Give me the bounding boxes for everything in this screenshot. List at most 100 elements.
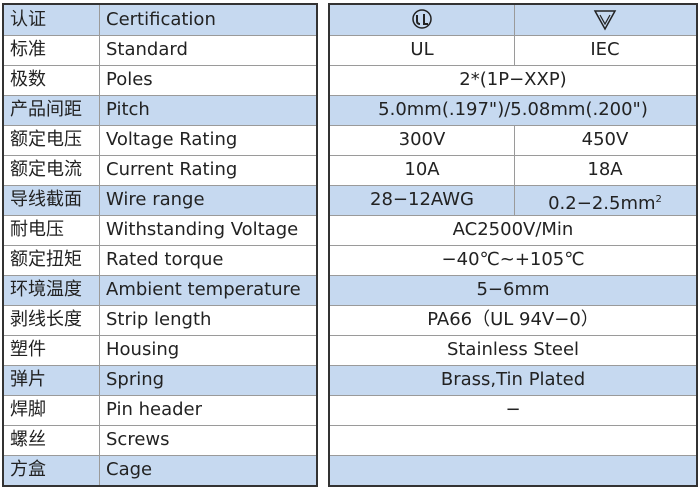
row-divider [330, 455, 696, 456]
label-zh: 额定电压 [10, 129, 82, 150]
label-zh: 方盒 [10, 459, 46, 480]
row-divider [330, 95, 696, 96]
row-highlight [4, 455, 316, 485]
label-zh: 额定扭矩 [10, 249, 82, 270]
row-divider [4, 335, 316, 336]
ul-logo [412, 9, 432, 29]
label-en: Standard [106, 39, 188, 60]
row-divider [330, 185, 696, 186]
label-en: Ambient temperature [106, 279, 301, 300]
row-divider [4, 65, 316, 66]
col-divider [514, 185, 515, 215]
value: −40℃~+105℃ [441, 249, 585, 270]
label-en: Voltage Rating [106, 129, 238, 150]
label-en: Spring [106, 369, 165, 390]
row-divider [330, 425, 696, 426]
col-divider [514, 35, 515, 65]
row-divider [330, 155, 696, 156]
label-zh: 认证 [10, 9, 46, 30]
row-divider [4, 305, 316, 306]
value: PA66（UL 94V−0） [427, 309, 599, 330]
row-divider [330, 125, 696, 126]
row-divider [4, 125, 316, 126]
row-divider [330, 305, 696, 306]
superscript: 2 [655, 194, 662, 205]
row-highlight [330, 5, 696, 35]
value-table: UL IEC 2*(1P−XXP) 5.0mm(.197")/5.08mm(.200"… [328, 3, 698, 487]
label-en: Housing [106, 339, 180, 360]
label-table: 认证 Certification 标准 Standard 极数 Poles 产品间距 Pitc… [2, 3, 318, 487]
row-highlight [4, 275, 316, 305]
row-highlight [4, 365, 316, 395]
ul-logo-box [402, 8, 442, 32]
row-divider [4, 185, 316, 186]
value: 300V [398, 129, 446, 150]
col-divider [514, 155, 515, 185]
row-highlight [330, 455, 696, 485]
value: 2*(1P−XXP) [459, 69, 567, 90]
row-divider [4, 425, 316, 426]
label-en: Current Rating [106, 159, 238, 180]
label-en: Withstanding Voltage [106, 219, 299, 240]
row-divider [4, 275, 316, 276]
value: IEC [590, 39, 620, 60]
value: − [505, 399, 521, 420]
label-zh: 导线截面 [10, 189, 82, 210]
row-divider [330, 275, 696, 276]
value: 450V [581, 129, 629, 150]
value: 5.0mm(.197")/5.08mm(.200") [378, 99, 648, 120]
label-en: Rated torque [106, 249, 224, 270]
label-zh: 标准 [10, 39, 46, 60]
row-divider [330, 395, 696, 396]
label-en: Wire range [106, 189, 205, 210]
vde-logo-box [585, 8, 625, 32]
label-zh: 塑件 [10, 339, 46, 360]
row-highlight [4, 95, 316, 125]
label-zh: 产品间距 [10, 99, 82, 120]
col-divider [514, 125, 515, 155]
label-zh: 剥线长度 [10, 309, 82, 330]
row-highlight [4, 185, 316, 215]
row-divider [330, 365, 696, 366]
row-divider [330, 65, 696, 66]
value: AC2500V/Min [452, 219, 574, 240]
value: Stainless Steel [446, 339, 580, 360]
row-divider [330, 35, 696, 36]
row-divider [330, 245, 696, 246]
value-text: 0.2−2.5mm [548, 193, 656, 214]
label-en: Screws [106, 429, 170, 450]
col-divider [99, 5, 100, 485]
value: Brass,Tin Plated [440, 369, 586, 390]
label-zh: 环境温度 [10, 279, 82, 300]
row-divider [4, 365, 316, 366]
row-divider [4, 95, 316, 96]
value: 28−12AWG [370, 189, 474, 210]
label-en: Pitch [106, 99, 150, 120]
label-en: Pin header [106, 399, 203, 420]
value: 0.2−2.5mm2 [514, 185, 696, 215]
value: UL [410, 39, 434, 60]
label-zh: 耐电压 [10, 219, 64, 240]
row-highlight [330, 185, 696, 215]
row-divider [330, 215, 696, 216]
col-divider [514, 5, 515, 35]
value: 5−6mm [476, 279, 550, 300]
row-divider [4, 215, 316, 216]
label-zh: 焊脚 [10, 399, 46, 420]
value: 10A [404, 159, 440, 180]
label-en: Strip length [106, 309, 212, 330]
label-zh: 弹片 [10, 369, 46, 390]
value: 18A [587, 159, 623, 180]
row-divider [330, 335, 696, 336]
label-zh: 额定电流 [10, 159, 82, 180]
row-highlight [330, 365, 696, 395]
row-divider [4, 455, 316, 456]
row-divider [4, 395, 316, 396]
label-en: Poles [106, 69, 153, 90]
row-divider [4, 35, 316, 36]
label-en: Cage [106, 459, 153, 480]
row-highlight [330, 95, 696, 125]
row-highlight [330, 275, 696, 305]
label-zh: 极数 [10, 69, 46, 90]
